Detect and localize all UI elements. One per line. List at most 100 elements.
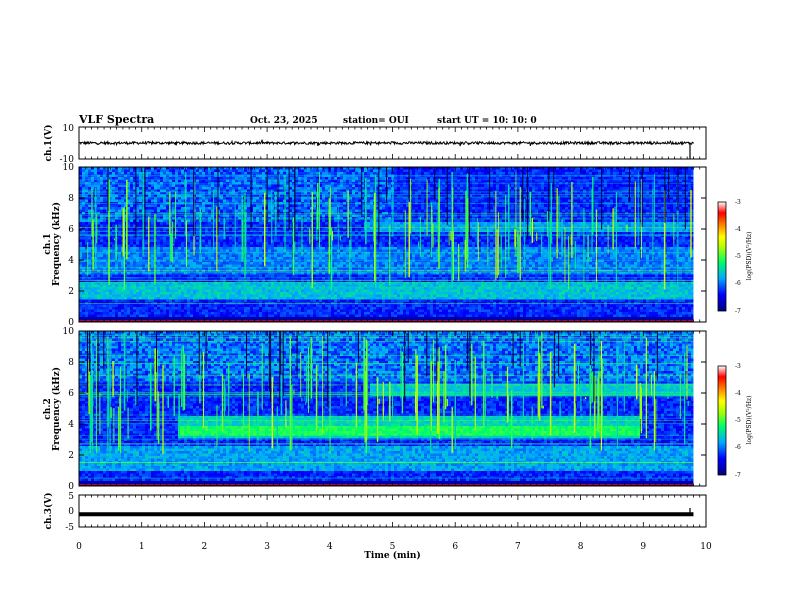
ch1-spec-cell (175, 229, 179, 233)
ch1-spec-cell (121, 304, 125, 308)
ch1-spec-cell (259, 297, 263, 300)
ch1-spec-cell (136, 314, 140, 318)
ch1-spec-cell (214, 289, 218, 293)
ch1-spec-cell (211, 239, 215, 243)
ch1-spec-cell (253, 229, 257, 233)
ch1-spec-cell (115, 289, 119, 293)
ch1-spec-cell (130, 217, 134, 220)
ch1-spec-cell (265, 242, 269, 245)
ch1-spec-cell (250, 239, 254, 243)
ch1-spec-cell (133, 254, 137, 258)
ch1-spec-cell (175, 297, 179, 300)
ch1-spec-cell (226, 314, 230, 318)
ch1-spec-cell (199, 187, 203, 190)
ch1-spec-cell (214, 254, 218, 258)
ch1-spec-cell (208, 204, 212, 208)
ch1-spec-cell (178, 299, 182, 303)
ch1-spec-cell (172, 207, 176, 210)
ch1-spec-cell (256, 282, 260, 285)
ch1-spec-cell (256, 232, 260, 235)
ch1-spec-cell (247, 252, 251, 255)
ch1-spec-cell (130, 229, 134, 233)
ch1-spec-cell (139, 212, 143, 215)
ch1-spec-cell (88, 217, 92, 220)
ch1-spec-cell (304, 232, 308, 235)
ch1-spec-cell (124, 172, 128, 175)
ch1-spec-cell (307, 179, 311, 183)
ch1-spec-cell (241, 272, 245, 275)
ch1-spec-cell (79, 314, 83, 318)
ch1-spec-cell (169, 304, 173, 308)
ch1-spec-cell (145, 249, 149, 253)
ch1-spec-cell (88, 292, 92, 295)
ch1-spec-cell (151, 179, 155, 183)
ch1-spec-cell (304, 229, 308, 233)
ch1-spec-cell (187, 207, 191, 210)
ch1-spec-cell (187, 224, 191, 228)
ch1-spec-cell (220, 257, 224, 260)
ch1-spec-cell (289, 287, 293, 290)
ch1-spec-cell (79, 249, 83, 253)
ch1-spec-cell (124, 309, 128, 313)
ch1-spec-cell (121, 317, 125, 320)
ch1-spec-cell (124, 272, 128, 275)
ch1-spec-cell (205, 267, 209, 270)
ch1-spec-cell (199, 262, 203, 265)
ch1-spec-cell (190, 267, 194, 270)
ch1-spec-cell (277, 212, 281, 215)
ch1-spec-cell (166, 294, 170, 298)
ch1-spec-cell (223, 199, 227, 203)
ch1-spec-cell (307, 292, 311, 295)
ch1-spec-cell (133, 312, 137, 315)
ch1-spec-cell (235, 187, 239, 190)
ch1-spec-cell (178, 184, 182, 188)
ch1-spec-cell (259, 207, 263, 210)
ch1-spec-cell (280, 269, 284, 273)
ch1-spec-cell (133, 242, 137, 245)
ch1-spec-cell (85, 284, 89, 288)
ch1-spec-cell (178, 257, 182, 260)
ch1-spec-cell (88, 169, 92, 173)
ch1-spec-cell (289, 277, 293, 280)
ch1-spec-cell (181, 304, 185, 308)
ch1-spec-cell (307, 287, 311, 290)
ch1-spec-cell (256, 317, 260, 320)
ch1-spec-cell (136, 167, 140, 170)
figure-title: VLF Spectra (78, 113, 154, 126)
ch1-spec-cell (115, 187, 119, 190)
ch1-spec-cell (247, 202, 251, 205)
ch1-spec-cell (262, 297, 266, 300)
ch1-spec-cell (229, 237, 233, 240)
ch1-spec-cell (208, 297, 212, 300)
ch1-spec-cell (127, 232, 131, 235)
ch1-spec-cell (283, 309, 287, 313)
ch1-spec-cell (295, 317, 299, 320)
ch1-spec-cell (187, 184, 191, 188)
ch1-spec-cell (109, 177, 113, 180)
ch1-spec-cell (196, 299, 200, 303)
ch1-spec-cell (160, 254, 164, 258)
ch1-spec-cell (301, 274, 305, 278)
ch1-spec-cell (205, 237, 209, 240)
ch1-spec-cell (217, 299, 221, 303)
ch1-spec-cell (193, 264, 197, 268)
ch1-spec-cell (250, 204, 254, 208)
ch1-spec-cell (238, 284, 242, 288)
ch1-spec-cell (232, 179, 236, 183)
ch1-spec-cell (313, 292, 317, 295)
ch1-spec-cell (268, 284, 272, 288)
ch1-spec-cell (286, 292, 290, 295)
ch1-spec-cell (298, 239, 302, 243)
ch1-spec-cell (190, 299, 194, 303)
ch1-spec-cell (205, 269, 209, 273)
ch1-spec-cell (235, 194, 239, 198)
ch1-spec-cell (271, 292, 275, 295)
ch1-spec-cell (130, 262, 134, 265)
ch1-spec-cell (295, 222, 299, 225)
ch1-spec-cell (247, 179, 251, 183)
ch1-spec-cell (214, 299, 218, 303)
ch1-spec-cell (115, 264, 119, 268)
ch1-spec-cell (100, 217, 104, 220)
ch1-spec-cell (211, 227, 215, 230)
